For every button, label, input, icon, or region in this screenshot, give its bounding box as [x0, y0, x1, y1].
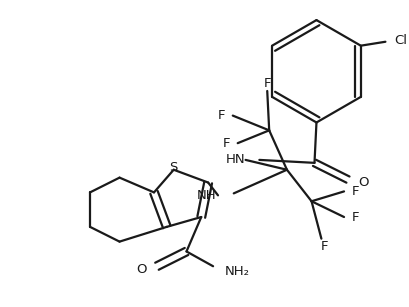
Text: F: F	[351, 211, 359, 223]
Text: F: F	[263, 77, 270, 90]
Text: NH: NH	[196, 189, 216, 202]
Text: F: F	[217, 109, 225, 122]
Text: HN: HN	[225, 154, 245, 166]
Text: NH₂: NH₂	[225, 265, 249, 278]
Text: S: S	[169, 161, 178, 174]
Text: F: F	[222, 137, 229, 150]
Text: O: O	[357, 176, 367, 189]
Text: Cl: Cl	[393, 34, 406, 47]
Text: F: F	[351, 185, 359, 198]
Text: F: F	[320, 240, 327, 253]
Text: O: O	[136, 263, 147, 276]
